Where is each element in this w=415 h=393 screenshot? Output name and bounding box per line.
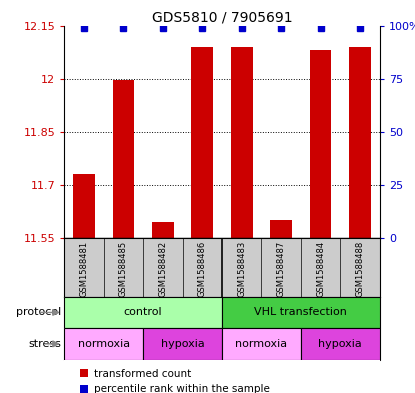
Bar <box>301 328 380 360</box>
Text: VHL transfection: VHL transfection <box>254 307 347 318</box>
Text: GSM1588486: GSM1588486 <box>198 241 207 297</box>
Text: hypoxia: hypoxia <box>318 339 362 349</box>
Text: stress: stress <box>28 339 61 349</box>
Title: GDS5810 / 7905691: GDS5810 / 7905691 <box>152 10 292 24</box>
Bar <box>270 220 292 238</box>
Text: normoxia: normoxia <box>78 339 130 349</box>
Bar <box>64 297 222 328</box>
Text: GSM1588481: GSM1588481 <box>80 241 88 297</box>
Bar <box>222 297 380 328</box>
Bar <box>191 47 213 238</box>
Text: GSM1588487: GSM1588487 <box>277 241 286 297</box>
Bar <box>231 47 253 238</box>
Bar <box>64 328 143 360</box>
Bar <box>222 328 301 360</box>
Text: GSM1588488: GSM1588488 <box>356 241 364 297</box>
Legend: transformed count, percentile rank within the sample: transformed count, percentile rank withi… <box>76 365 273 393</box>
Bar <box>112 81 134 238</box>
Text: GSM1588484: GSM1588484 <box>316 241 325 297</box>
Text: control: control <box>124 307 163 318</box>
Text: hypoxia: hypoxia <box>161 339 205 349</box>
Bar <box>349 47 371 238</box>
Bar <box>143 328 222 360</box>
Text: GSM1588482: GSM1588482 <box>159 241 167 297</box>
Text: protocol: protocol <box>16 307 61 318</box>
Bar <box>310 50 332 238</box>
Text: normoxia: normoxia <box>235 339 288 349</box>
Text: GSM1588483: GSM1588483 <box>237 241 246 297</box>
Bar <box>152 222 174 238</box>
Text: GSM1588485: GSM1588485 <box>119 241 128 297</box>
Bar <box>73 174 95 238</box>
